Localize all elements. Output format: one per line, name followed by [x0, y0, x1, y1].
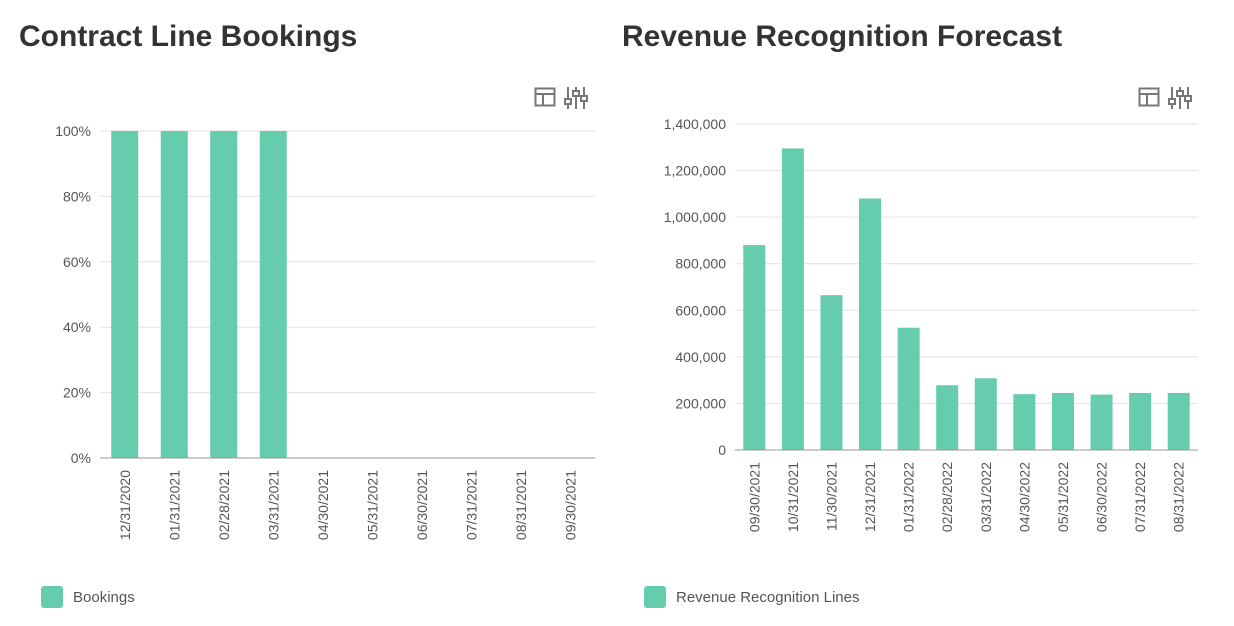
x-tick-label: 01/31/2021	[166, 470, 182, 540]
chart-title: Revenue Recognition Forecast	[622, 20, 1063, 53]
x-tick-label: 12/31/2021	[862, 462, 878, 532]
y-tick-label: 1,000,000	[664, 209, 726, 225]
x-tick-label: 09/30/2021	[562, 470, 578, 540]
chart-settings-icon[interactable]	[564, 86, 588, 109]
legend-swatch[interactable]	[41, 586, 63, 608]
bar	[160, 131, 188, 458]
y-tick-label: 60%	[63, 254, 91, 270]
table-view-icon[interactable]	[1138, 86, 1160, 108]
x-tick-label: 06/30/2021	[414, 470, 430, 540]
y-tick-label: 20%	[63, 385, 91, 401]
y-tick-label: 1,400,000	[664, 116, 726, 132]
x-tick-label: 06/30/2022	[1094, 462, 1110, 532]
x-tick-label: 08/31/2021	[513, 470, 529, 540]
legend-label: Revenue Recognition Lines	[676, 588, 860, 606]
chart-title: Contract Line Bookings	[19, 20, 358, 53]
x-tick-label: 05/31/2021	[364, 470, 380, 540]
x-tick-label: 01/31/2022	[901, 462, 917, 532]
revenue-recognition-forecast-panel: Revenue Recognition Forecast 0 200,000 400…	[603, 0, 1203, 626]
contract-line-bookings-panel: Contract Line Bookings 0% 20% 40% 60% 80% 100…	[0, 0, 600, 626]
x-tick-label: 03/31/2022	[978, 462, 994, 532]
x-tick-label: 10/31/2021	[785, 462, 801, 532]
bar	[897, 327, 920, 450]
x-tick-label: 02/28/2021	[216, 470, 232, 540]
chart-settings-icon[interactable]	[1168, 86, 1192, 109]
revenue-bar-chart: 0 200,000 400,000 600,000 800,000 1,000,000 1,…	[664, 116, 1198, 532]
x-tick-label: 07/31/2021	[463, 470, 479, 540]
x-tick-label: 04/30/2021	[315, 470, 331, 540]
bar	[1090, 394, 1113, 450]
bookings-bar-chart: 0% 20% 40% 60% 80% 100% 12/31/2020 01/31/2021 02…	[55, 123, 595, 540]
x-tick-label: 04/30/2022	[1016, 462, 1032, 532]
bar	[111, 131, 139, 458]
y-tick-label: 200,000	[675, 395, 726, 411]
legend: Bookings	[41, 586, 135, 608]
chart-toolbar	[534, 86, 588, 109]
bar	[859, 198, 882, 450]
bar	[781, 148, 804, 450]
x-tick-label: 02/28/2022	[939, 462, 955, 532]
legend: Revenue Recognition Lines	[644, 586, 859, 608]
legend-swatch[interactable]	[644, 586, 666, 608]
y-tick-label: 0%	[71, 450, 91, 466]
y-tick-label: 80%	[63, 188, 91, 204]
x-tick-label: 11/30/2021	[823, 462, 839, 531]
y-tick-label: 40%	[63, 319, 91, 335]
y-tick-label: 1,200,000	[664, 163, 726, 179]
bar	[1051, 392, 1074, 450]
table-view-icon[interactable]	[534, 86, 556, 108]
y-tick-label: 400,000	[675, 349, 726, 365]
x-tick-label: 07/31/2022	[1132, 462, 1148, 532]
bar	[974, 378, 997, 450]
x-tick-label: 05/31/2022	[1055, 462, 1071, 532]
y-tick-label: 800,000	[675, 256, 726, 272]
bar	[743, 245, 766, 450]
x-tick-label: 08/31/2022	[1171, 462, 1187, 532]
x-tick-label: 12/31/2020	[117, 470, 133, 540]
bar	[210, 131, 238, 458]
chart-toolbar	[1138, 86, 1192, 109]
x-tick-label: 03/31/2021	[265, 470, 281, 540]
legend-label: Bookings	[73, 588, 135, 606]
bar	[259, 131, 287, 458]
bar	[1013, 394, 1036, 450]
y-tick-label: 600,000	[675, 302, 726, 318]
bar	[936, 385, 959, 450]
bar	[1129, 392, 1152, 450]
y-tick-label: 0	[718, 442, 726, 458]
x-tick-label: 09/30/2021	[746, 462, 762, 532]
bar	[820, 295, 843, 450]
bar	[1167, 392, 1190, 450]
y-tick-label: 100%	[55, 123, 91, 139]
